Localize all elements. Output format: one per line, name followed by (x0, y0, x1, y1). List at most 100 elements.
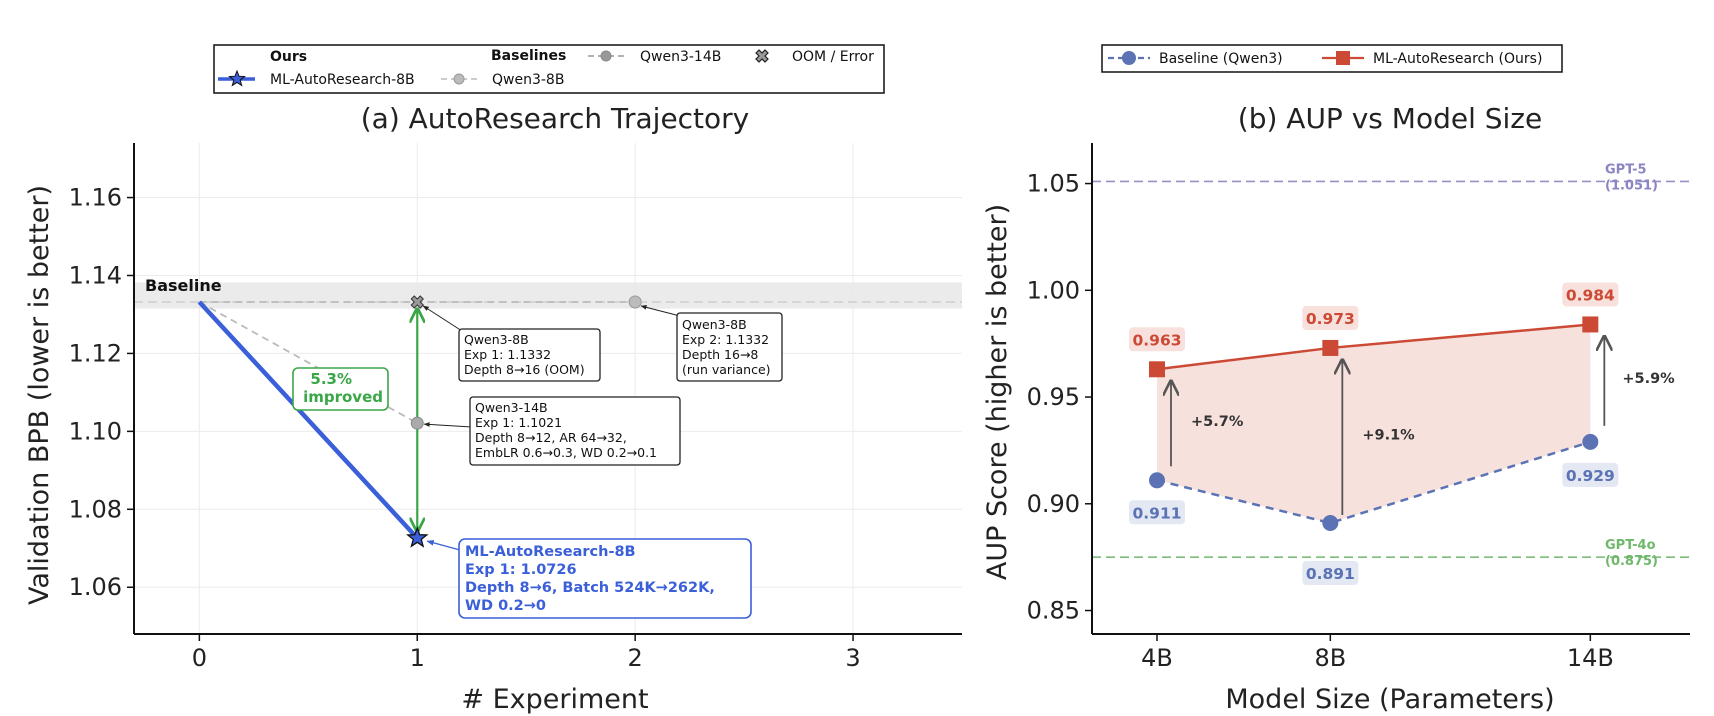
value-label-baseline: 0.891 (1306, 565, 1355, 583)
x-axis-label: Model Size (Parameters) (1225, 684, 1554, 715)
legend-header-baselines: Baselines (491, 48, 566, 64)
legend-label: ML-AutoResearch-8B (270, 72, 415, 88)
series-line-baseline (1156, 440, 1591, 525)
annotation-line: WD 0.2→0 (465, 598, 546, 614)
tick-labels: 4B 8B 14B 0.85 0.90 0.95 1.00 1.05 (1027, 170, 1614, 672)
star-icon (406, 526, 429, 548)
value-label-ours: 0.973 (1306, 310, 1355, 328)
y-tick-label: 0.95 (1027, 383, 1080, 411)
annotation-qwen8b-exp2: Qwen3-8B Exp 2: 1.1332 Depth 16→8 (run v… (676, 312, 783, 382)
improvement-box: 5.3% improved (292, 367, 389, 411)
panel-b: GPT-5(1.051) GPT-4o(0.875) +5.7% +9.1% +5.9… (982, 44, 1690, 715)
annotation-line: Depth 8→6, Batch 524K→262K, (465, 580, 715, 596)
value-label-baseline: 0.929 (1566, 467, 1615, 485)
improvement-percent: 5.3% (310, 370, 352, 388)
y-tick-label: 1.14 (69, 261, 122, 289)
panel-a: Baseline 5.3% improved Qwen3-8B Exp 1: 1… (24, 44, 962, 715)
panel-b-title: (b) AUP vs Model Size (1238, 102, 1542, 135)
improvement-word: improved (303, 388, 383, 406)
y-tick-label: 1.08 (69, 495, 122, 523)
y-tick-label: 0.90 (1027, 490, 1080, 518)
annotation-qwen8b-exp1: Qwen3-8B Exp 1: 1.1332 Depth 8→16 (OOM) (458, 328, 601, 382)
x-tick-label: 14B (1567, 644, 1614, 672)
oom-icon (755, 49, 769, 63)
annotation-frame (676, 312, 783, 382)
value-label-ours-bg (1562, 282, 1619, 307)
value-label-ours-bg (1302, 305, 1359, 330)
point-ours (1149, 361, 1165, 378)
annotation-line: Qwen3-8B (682, 317, 747, 332)
y-tick-label: 0.85 (1027, 597, 1080, 625)
annotation-line: EmbLR 0.6→0.3, WD 0.2→0.1 (475, 445, 657, 460)
annotation-arrow (422, 305, 463, 332)
gain-label: +5.7% (1191, 414, 1244, 430)
point-qwen14b-exp1 (410, 416, 424, 430)
x-tick-label: 4B (1141, 644, 1173, 672)
x-tick-label: 1 (410, 644, 425, 672)
reference-label: GPT-5 (1605, 162, 1647, 177)
legend-marker-qwen14b (600, 50, 612, 62)
value-label-baseline-bg (1302, 560, 1359, 585)
reference-lines: GPT-5(1.051) GPT-4o(0.875) (1092, 162, 1690, 569)
annotation-arrows (422, 305, 681, 551)
legend-label: ML-AutoResearch (Ours) (1373, 51, 1542, 67)
value-label-ours-bg (1129, 327, 1185, 352)
x-tick-label: 3 (845, 644, 860, 672)
annotation-line: Exp 1: 1.0726 (465, 562, 577, 578)
value-label-ours: 0.963 (1132, 331, 1181, 349)
y-axis-label: Validation BPB (lower is better) (24, 185, 55, 605)
point-ours (1322, 339, 1339, 356)
baseline-label: Baseline (145, 276, 222, 295)
x-tick-label: 2 (628, 644, 643, 672)
y-axis-label: AUP Score (higher is better) (982, 204, 1013, 580)
gain-label: +5.9% (1622, 371, 1675, 387)
legend-header-ours: Ours (270, 49, 307, 65)
oom-marker (410, 295, 424, 309)
series-layer (1149, 316, 1599, 531)
point-baseline (1149, 472, 1165, 489)
reference-label: (0.875) (1605, 554, 1658, 569)
value-label-ours: 0.984 (1566, 286, 1615, 304)
legend-marker-qwen8b (453, 73, 465, 85)
baseline-band (134, 282, 962, 309)
value-label-baseline-bg (1129, 500, 1185, 525)
annotation-line: Depth 8→12, AR 64→32, (475, 430, 627, 445)
annotation-frame (469, 396, 681, 466)
legend-marker-ours (1336, 51, 1350, 65)
reference-label: (1.051) (1605, 178, 1658, 193)
tick-labels: 0 1 2 3 1.06 1.08 1.10 1.12 1.14 1.16 (69, 184, 861, 672)
y-tick-label: 1.12 (69, 339, 122, 367)
axes (1085, 143, 1690, 641)
annotation-line: Depth 16→8 (682, 347, 758, 362)
annotation-line: Exp 1: 1.1332 (464, 347, 551, 362)
annotation-frame (458, 328, 601, 382)
y-tick-label: 1.05 (1027, 170, 1080, 198)
annotation-line: Exp 2: 1.1332 (682, 332, 769, 347)
annotation-line: Depth 8→16 (OOM) (464, 362, 585, 377)
annotation-arrow (423, 422, 473, 428)
annotation-arrow (640, 305, 681, 317)
reference-label: GPT-4o (1605, 538, 1656, 553)
legend-label: Baseline (Qwen3) (1159, 51, 1283, 67)
value-labels: 0.963 0.911 0.973 0.891 0.984 0.929 (1129, 282, 1619, 585)
improvement-frame (292, 367, 389, 411)
x-tick-label: 0 (192, 644, 207, 672)
annotation-line: Qwen3-14B (475, 400, 548, 415)
legend-b: Baseline (Qwen3) ML-AutoResearch (Ours) (1101, 44, 1563, 73)
legend-frame (213, 44, 885, 94)
y-tick-label: 1.16 (69, 184, 122, 212)
annotation-line: ML-AutoResearch-8B (465, 544, 636, 560)
oom-icon (410, 295, 424, 309)
x-axis-label: # Experiment (461, 684, 648, 715)
annotation-line: Exp 1: 1.1021 (475, 415, 562, 430)
annotation-line: Qwen3-8B (464, 332, 529, 347)
gain-arrows: +5.7% +9.1% +5.9% (1171, 336, 1675, 515)
star-icon (228, 69, 246, 87)
legend-marker-baseline (1122, 51, 1136, 65)
gain-area (1157, 324, 1591, 523)
legend-label: Qwen3-8B (492, 72, 564, 88)
legend-label: OOM / Error (792, 49, 874, 65)
legend-a: Ours Baselines ML-AutoResearch-8B Qwen3-… (213, 44, 885, 94)
value-label-baseline-bg (1562, 462, 1619, 487)
